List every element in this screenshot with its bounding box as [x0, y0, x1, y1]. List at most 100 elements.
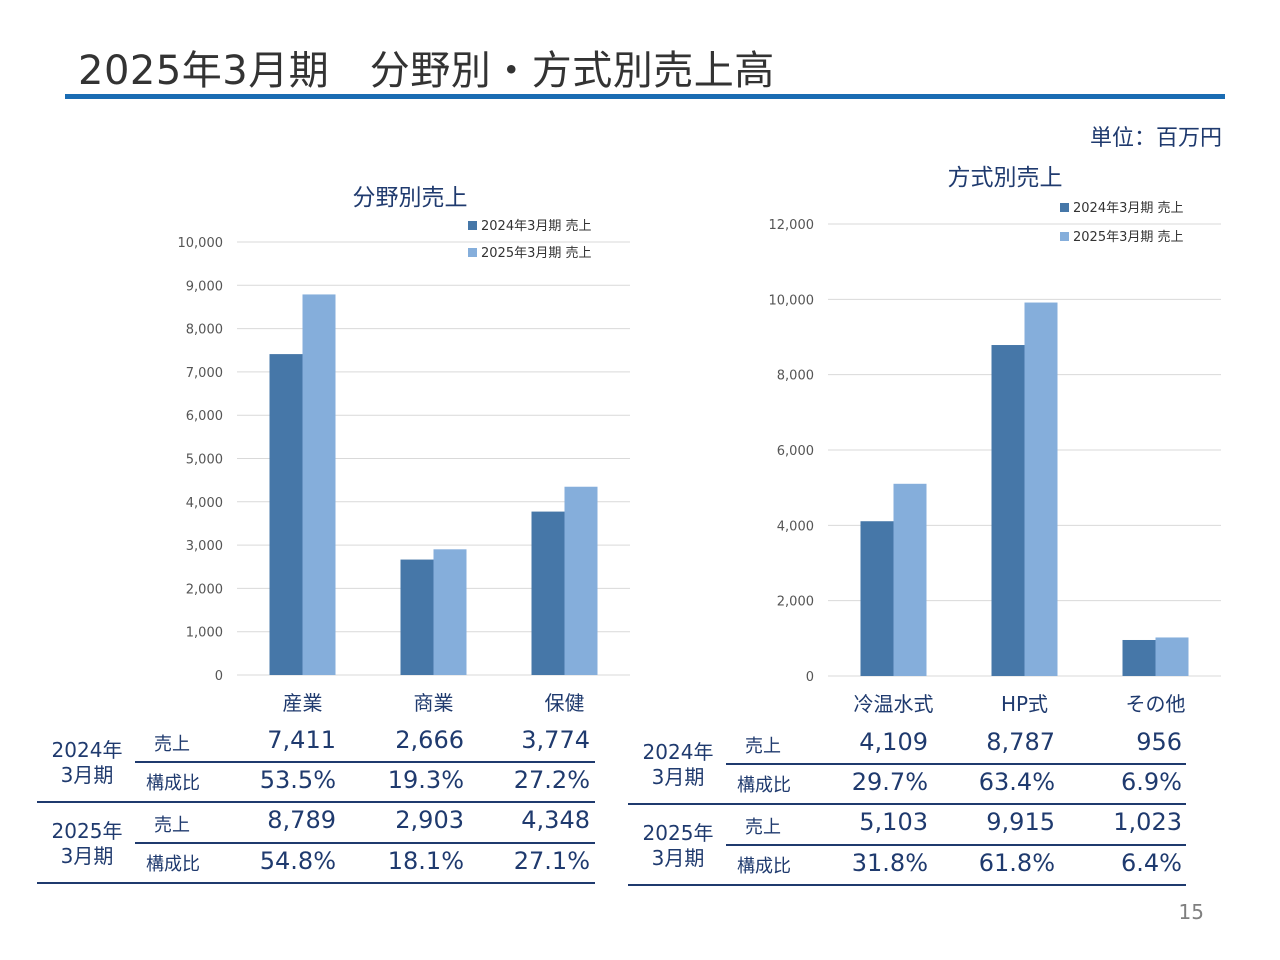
field-row1-period-term: 3月期: [60, 763, 114, 787]
method-row1-sales-0: 4,109: [859, 728, 928, 756]
field-legend-label: 2024年3月期 売上: [481, 218, 592, 234]
field-row2-ratio-label: 構成比: [146, 854, 200, 875]
field-y-tick-label: 2,000: [186, 582, 223, 597]
method-bar-2024: [1122, 639, 1156, 676]
field-category-label: 商業: [414, 691, 454, 715]
method-y-tick-label: 6,000: [777, 444, 814, 459]
method-row2-ratio-1: 61.8%: [978, 849, 1055, 877]
field-y-tick-label: 4,000: [186, 496, 223, 511]
method-legend-swatch: [1060, 203, 1069, 212]
unit-label: 単位：百万円: [1089, 126, 1222, 151]
field-row1-period-year: 2024年: [51, 738, 123, 762]
method-row1-sales-2: 956: [1136, 728, 1182, 756]
field-bar-2025: [302, 294, 336, 675]
method-legend-label: 2025年3月期 売上: [1073, 229, 1184, 245]
method-row2-period-term: 3月期: [651, 846, 705, 870]
field-row2-period-year: 2025年: [51, 819, 123, 843]
field-y-tick-label: 0: [215, 669, 223, 684]
field-row2-ratio-1: 18.1%: [387, 847, 464, 875]
field-y-tick-label: 1,000: [186, 626, 223, 641]
method-category-label: HP式: [1001, 692, 1048, 716]
method-y-tick-label: 8,000: [777, 369, 814, 384]
method-y-tick-label: 12,000: [769, 218, 815, 233]
field-y-tick-label: 9,000: [186, 279, 223, 294]
field-legend-swatch: [468, 221, 477, 230]
field-row1-ratio-label: 構成比: [146, 773, 200, 794]
method-bar-2025: [1155, 637, 1189, 676]
method-table-bottom-rule: [628, 884, 1186, 886]
field-row2-sales-0: 8,789: [267, 806, 336, 834]
field-row1-sales-0: 7,411: [267, 726, 336, 754]
field-row2-ratio-2: 27.1%: [513, 847, 590, 875]
field-legend-label: 2025年3月期 売上: [481, 245, 592, 261]
method-y-tick-label: 10,000: [769, 293, 815, 308]
method-legend-label: 2024年3月期 売上: [1073, 200, 1184, 216]
field-row2-ratio-0: 54.8%: [259, 847, 336, 875]
method-row1-mid-rule: [726, 763, 1186, 765]
field-bar-2025: [433, 549, 467, 675]
field-y-tick-label: 5,000: [186, 453, 223, 468]
field-row2-mid-rule: [135, 842, 595, 844]
field-row2-period: 2025年 3月期: [37, 819, 137, 869]
method-row2-sales-label: 売上: [745, 817, 781, 838]
method-row1-ratio-1: 63.4%: [978, 768, 1055, 796]
field-row2-period-term: 3月期: [60, 844, 114, 868]
field-y-tick-label: 6,000: [186, 409, 223, 424]
page-title: 2025年3月期 分野別・方式別売上高: [78, 48, 775, 94]
field-row1-period: 2024年 3月期: [37, 738, 137, 788]
field-y-tick-label: 7,000: [186, 366, 223, 381]
field-row1-sales-label: 売上: [154, 734, 190, 755]
method-row1-ratio-2: 6.9%: [1121, 768, 1182, 796]
method-row2-ratio-0: 31.8%: [851, 849, 928, 877]
field-row2-sales-1: 2,903: [395, 806, 464, 834]
field-row1-mid-rule: [135, 761, 595, 763]
title-rule: [65, 94, 1225, 99]
field-row-divider: [37, 801, 595, 803]
field-row2-sales-label: 売上: [154, 815, 190, 836]
method-row1-period: 2024年 3月期: [628, 740, 728, 790]
method-row2-sales-1: 9,915: [986, 808, 1055, 836]
method-row2-ratio-2: 6.4%: [1121, 849, 1182, 877]
field-row1-sales-1: 2,666: [395, 726, 464, 754]
method-row-divider: [628, 803, 1186, 805]
method-bar-2024: [991, 345, 1025, 676]
field-table-bottom-rule: [37, 882, 595, 884]
method-y-tick-label: 2,000: [777, 595, 814, 610]
field-category-label: 産業: [283, 691, 323, 715]
method-row2-period: 2025年 3月期: [628, 821, 728, 871]
method-bar-2025: [1024, 302, 1058, 676]
field-y-tick-label: 8,000: [186, 323, 223, 338]
field-row2-sales-2: 4,348: [521, 806, 590, 834]
field-chart-title: 分野別売上: [352, 185, 468, 211]
field-category-label: 保健: [545, 691, 585, 715]
method-row2-mid-rule: [726, 844, 1186, 846]
method-bar-2024: [860, 521, 894, 676]
field-bar-2025: [564, 486, 598, 675]
method-row2-sales-2: 1,023: [1113, 808, 1182, 836]
field-row1-sales-2: 3,774: [521, 726, 590, 754]
method-row2-sales-0: 5,103: [859, 808, 928, 836]
field-legend-swatch: [468, 248, 477, 257]
field-row1-ratio-0: 53.5%: [259, 766, 336, 794]
method-y-tick-label: 4,000: [777, 519, 814, 534]
field-y-tick-label: 10,000: [178, 236, 224, 251]
method-row1-period-year: 2024年: [642, 740, 714, 764]
method-category-label: その他: [1126, 692, 1186, 716]
method-row1-ratio-label: 構成比: [737, 775, 791, 796]
method-y-tick-label: 0: [806, 670, 814, 685]
field-bar-2024: [400, 559, 434, 675]
field-bar-2024: [531, 511, 565, 675]
method-row2-period-year: 2025年: [642, 821, 714, 845]
field-row1-ratio-1: 19.3%: [387, 766, 464, 794]
page-number: 15: [1178, 900, 1204, 924]
method-chart-title: 方式別売上: [947, 165, 1063, 191]
method-legend-swatch: [1060, 232, 1069, 241]
method-row1-ratio-0: 29.7%: [851, 768, 928, 796]
field-row1-ratio-2: 27.2%: [513, 766, 590, 794]
method-row1-sales-1: 8,787: [986, 728, 1055, 756]
method-row1-period-term: 3月期: [651, 765, 705, 789]
field-y-tick-label: 3,000: [186, 539, 223, 554]
method-bar-2025: [893, 483, 927, 676]
field-bar-2024: [269, 354, 303, 675]
